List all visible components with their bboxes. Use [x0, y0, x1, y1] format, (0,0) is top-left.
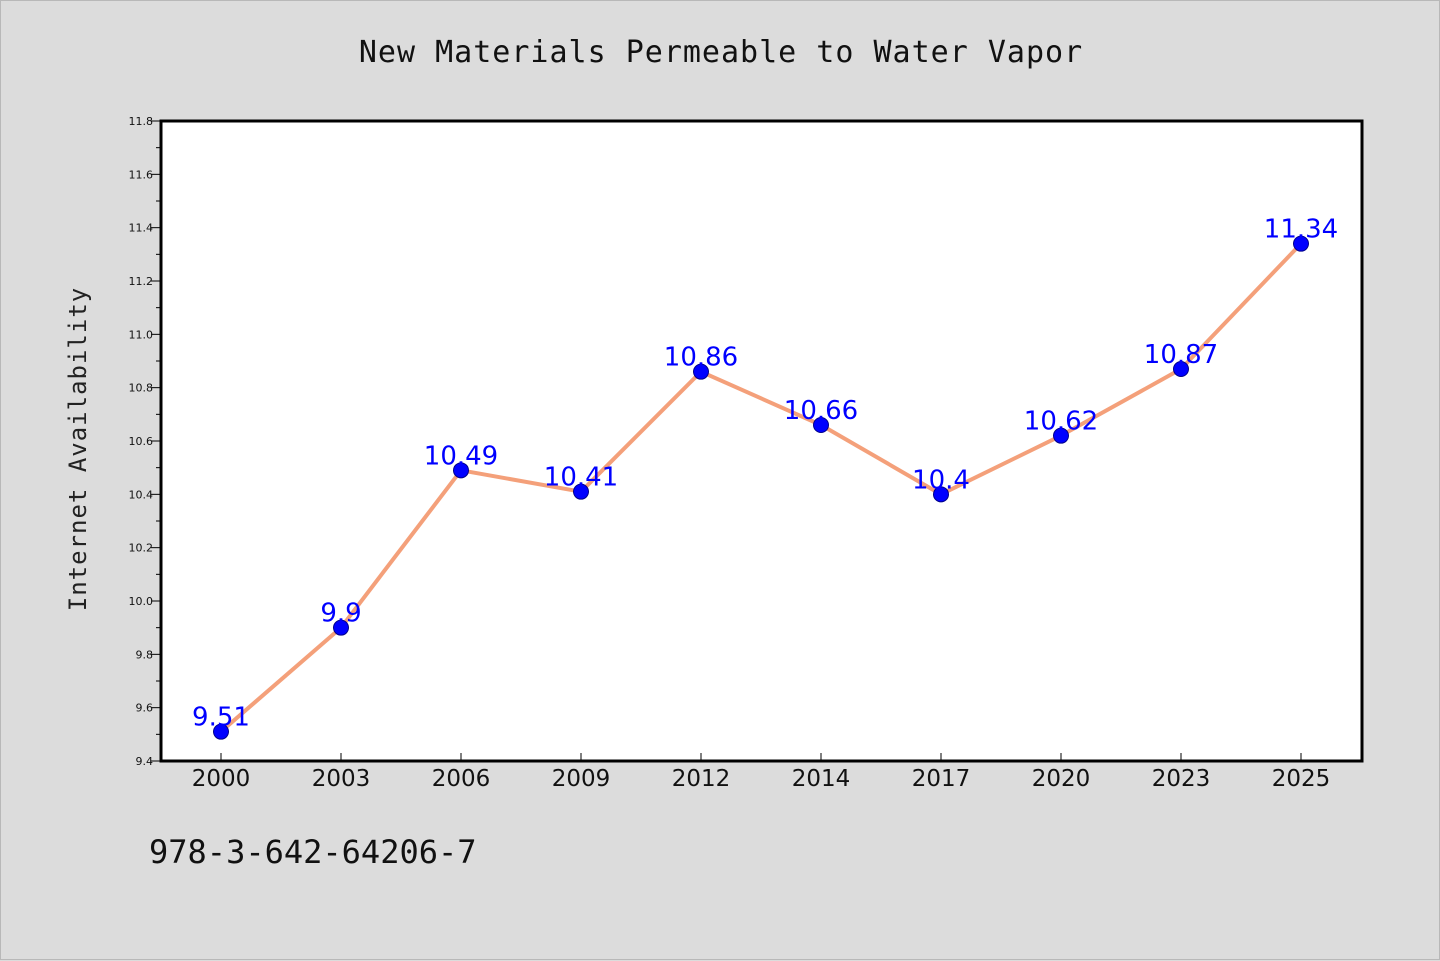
data-point — [1173, 361, 1189, 377]
data-point — [333, 619, 349, 636]
data-point — [813, 417, 829, 433]
chart-title: New Materials Permeable to Water Vapor — [358, 35, 1084, 70]
y-tick-label: 11.2 — [129, 275, 154, 288]
x-tick-label: 2017 — [912, 766, 971, 792]
y-tick-label: 10.4 — [129, 488, 154, 501]
y-tick-label: 10.8 — [129, 382, 154, 395]
data-point — [213, 723, 229, 740]
data-point — [1293, 235, 1309, 252]
x-axis: 2000 2003 2006 2009 2012 2014 2017 2020 2023 2025 — [192, 753, 1331, 792]
data-label: 10.62 — [1024, 407, 1098, 437]
y-tick-label: 11.4 — [129, 222, 154, 235]
data-label: 10.4 — [912, 465, 970, 495]
x-tick-label: 2000 — [192, 766, 251, 792]
x-tick-label: 2023 — [1152, 766, 1211, 792]
y-tick-label: 11.6 — [129, 168, 154, 181]
plot-area — [159, 119, 1364, 763]
y-tick-label: 9.8 — [136, 648, 154, 661]
y-tick-label: 10.6 — [129, 435, 154, 448]
data-label: 11.34 — [1264, 215, 1338, 245]
data-label: 10.66 — [784, 396, 858, 426]
y-tick-label: 10.0 — [129, 595, 154, 608]
y-tick-label: 9.6 — [136, 702, 154, 715]
data-point — [573, 483, 589, 500]
x-tick-label: 2012 — [672, 766, 731, 792]
data-point — [933, 486, 949, 503]
x-tick-label: 2009 — [552, 766, 611, 792]
x-tick-label: 2003 — [312, 766, 371, 792]
data-label: 10.49 — [424, 441, 498, 471]
data-point — [1053, 427, 1069, 444]
x-tick-label: 2025 — [1272, 766, 1331, 792]
y-tick-label: 11.8 — [129, 115, 154, 128]
data-label: 9.9 — [320, 599, 361, 629]
data-label: 9.51 — [192, 703, 250, 733]
footer-isbn: 978-3-642-64206-7 — [149, 833, 477, 871]
y-tick-label: 11.0 — [129, 328, 154, 341]
data-point — [693, 363, 709, 380]
data-label: 10.86 — [664, 343, 738, 373]
x-tick-label: 2014 — [792, 766, 851, 792]
x-tick-label: 2006 — [432, 766, 491, 792]
data-label: 10.41 — [544, 463, 618, 493]
data-label: 10.87 — [1144, 340, 1218, 370]
x-tick-label: 2020 — [1032, 766, 1091, 792]
y-tick-label: 10.2 — [129, 542, 154, 555]
series-layer: 9.51 9.9 10.49 10.41 10.86 10.66 10.4 10.62 10.8… — [192, 215, 1338, 740]
data-point — [453, 462, 469, 479]
y-axis: 9.4 9.6 9.8 10.0 10.2 10.4 10.6 10.8 11.0 11.2 11.… — [129, 115, 161, 768]
series-line — [219, 242, 1303, 734]
y-tick-label: 9.4 — [136, 755, 154, 768]
